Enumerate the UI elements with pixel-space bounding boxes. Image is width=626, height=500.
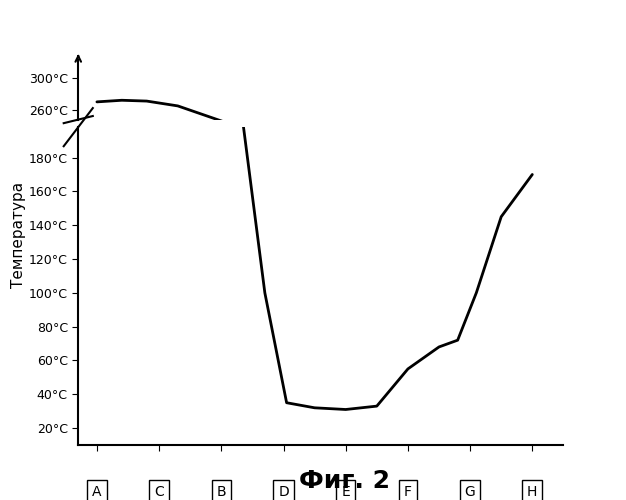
Text: F: F xyxy=(404,486,412,500)
Text: Температура: Температура xyxy=(11,182,26,288)
Text: A: A xyxy=(92,486,101,500)
Text: H: H xyxy=(527,486,538,500)
Text: C: C xyxy=(154,486,164,500)
Text: B: B xyxy=(217,486,226,500)
Text: D: D xyxy=(278,486,289,500)
Text: E: E xyxy=(341,486,350,500)
Text: Фиг. 2: Фиг. 2 xyxy=(299,468,390,492)
Text: G: G xyxy=(464,486,476,500)
